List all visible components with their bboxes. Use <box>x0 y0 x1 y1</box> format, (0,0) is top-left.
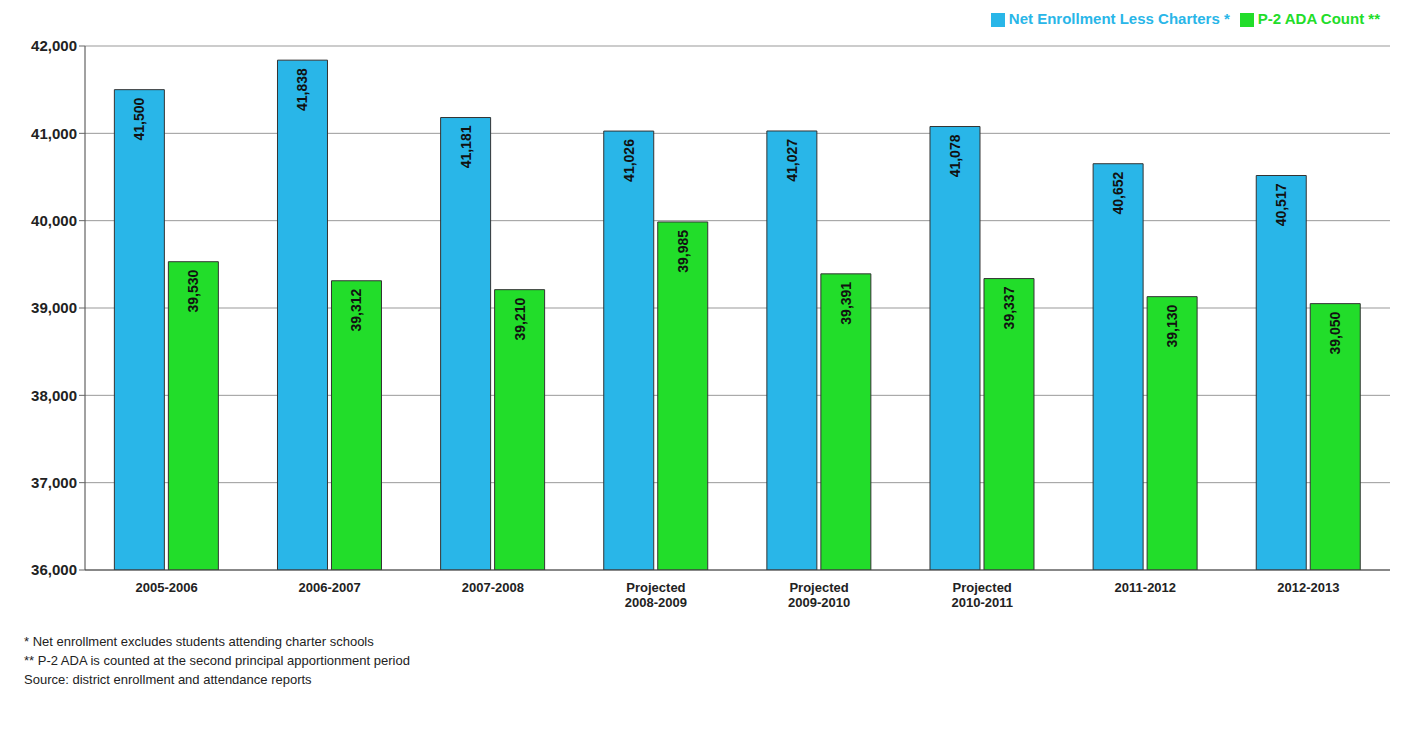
svg-text:41,078: 41,078 <box>947 134 963 177</box>
svg-text:38,000: 38,000 <box>31 387 77 404</box>
svg-text:41,181: 41,181 <box>458 125 474 168</box>
html-text:Net Enrollment Less Charters *: Net Enrollment Less Charters * <box>1008 10 1230 27</box>
html-text:P-2 ADA Count **: P-2 ADA Count ** <box>1257 10 1380 27</box>
html-text:Source: district enrollment an: Source: district enrollment and attendan… <box>24 672 312 687</box>
svg-text:39,050: 39,050 <box>1327 311 1343 354</box>
svg-text:41,027: 41,027 <box>784 139 800 182</box>
svg-text:Projected: Projected <box>953 580 1012 595</box>
svg-text:2008-2009: 2008-2009 <box>625 595 687 610</box>
svg-text:39,000: 39,000 <box>31 299 77 316</box>
svg-text:39,985: 39,985 <box>675 230 691 273</box>
svg-text:41,000: 41,000 <box>31 125 77 142</box>
svg-text:2006-2007: 2006-2007 <box>299 580 361 595</box>
svg-text:2011-2012: 2011-2012 <box>1115 580 1176 595</box>
svg-text:Projected: Projected <box>626 580 685 595</box>
svg-text:41,500: 41,500 <box>131 97 147 140</box>
svg-text:40,652: 40,652 <box>1110 172 1126 215</box>
svg-text:39,530: 39,530 <box>185 270 201 313</box>
svg-text:41,838: 41,838 <box>294 68 310 111</box>
svg-text:2010-2011: 2010-2011 <box>951 595 1012 610</box>
html-text:** P-2 ADA is counted at the s: ** P-2 ADA is counted at the second prin… <box>24 653 410 668</box>
svg-text:42,000: 42,000 <box>31 37 77 54</box>
svg-text:36,000: 36,000 <box>31 561 77 578</box>
svg-text:39,130: 39,130 <box>1164 304 1180 347</box>
svg-text:40,517: 40,517 <box>1273 183 1289 226</box>
svg-text:39,391: 39,391 <box>838 282 854 325</box>
svg-text:40,000: 40,000 <box>31 212 77 229</box>
svg-text:2007-2008: 2007-2008 <box>462 580 524 595</box>
svg-text:Projected: Projected <box>789 580 848 595</box>
svg-text:2012-2013: 2012-2013 <box>1277 580 1339 595</box>
svg-text:39,337: 39,337 <box>1001 286 1017 329</box>
svg-text:41,026: 41,026 <box>621 139 637 182</box>
svg-text:37,000: 37,000 <box>31 474 77 491</box>
html-text:* Net enrollment excludes stud: * Net enrollment excludes students atten… <box>24 634 374 649</box>
svg-text:39,210: 39,210 <box>512 297 528 340</box>
svg-text:2005-2006: 2005-2006 <box>135 580 197 595</box>
svg-text:2009-2010: 2009-2010 <box>788 595 850 610</box>
svg-text:39,312: 39,312 <box>348 289 364 332</box>
